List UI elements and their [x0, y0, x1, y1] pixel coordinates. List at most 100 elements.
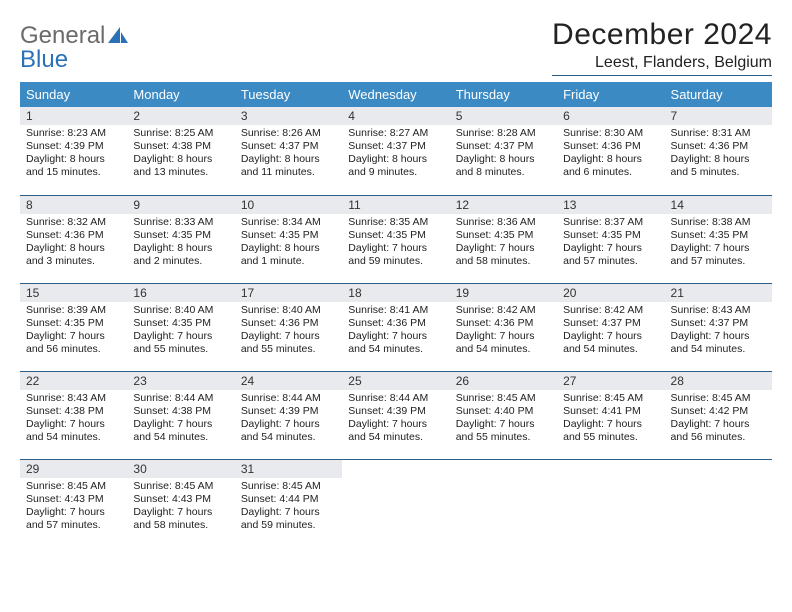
sunset-line: Sunset: 4:36 PM — [348, 317, 443, 330]
day-number: 29 — [20, 460, 127, 478]
calendar-day-cell: 1Sunrise: 8:23 AMSunset: 4:39 PMDaylight… — [20, 107, 127, 195]
day-body: Sunrise: 8:45 AMSunset: 4:42 PMDaylight:… — [665, 390, 772, 448]
day-body: Sunrise: 8:39 AMSunset: 4:35 PMDaylight:… — [20, 302, 127, 360]
daylight-line: Daylight: 8 hours and 1 minute. — [241, 242, 336, 268]
sunrise-line: Sunrise: 8:37 AM — [563, 216, 658, 229]
day-body: Sunrise: 8:45 AMSunset: 4:41 PMDaylight:… — [557, 390, 664, 448]
sunset-line: Sunset: 4:36 PM — [26, 229, 121, 242]
sunrise-line: Sunrise: 8:41 AM — [348, 304, 443, 317]
calendar-day-cell — [342, 459, 449, 547]
sunrise-line: Sunrise: 8:23 AM — [26, 127, 121, 140]
sunrise-line: Sunrise: 8:36 AM — [456, 216, 551, 229]
daylight-line: Daylight: 7 hours and 56 minutes. — [26, 330, 121, 356]
calendar-day-cell: 16Sunrise: 8:40 AMSunset: 4:35 PMDayligh… — [127, 283, 234, 371]
daylight-line: Daylight: 7 hours and 54 minutes. — [241, 418, 336, 444]
logo-word-2: Blue — [20, 46, 68, 73]
sunrise-line: Sunrise: 8:26 AM — [241, 127, 336, 140]
sunset-line: Sunset: 4:35 PM — [348, 229, 443, 242]
calendar-day-cell: 15Sunrise: 8:39 AMSunset: 4:35 PMDayligh… — [20, 283, 127, 371]
calendar-day-cell: 26Sunrise: 8:45 AMSunset: 4:40 PMDayligh… — [450, 371, 557, 459]
sunrise-line: Sunrise: 8:34 AM — [241, 216, 336, 229]
day-body: Sunrise: 8:25 AMSunset: 4:38 PMDaylight:… — [127, 125, 234, 183]
day-body: Sunrise: 8:38 AMSunset: 4:35 PMDaylight:… — [665, 214, 772, 272]
daylight-line: Daylight: 7 hours and 55 minutes. — [563, 418, 658, 444]
col-thursday: Thursday — [450, 82, 557, 107]
daylight-line: Daylight: 7 hours and 58 minutes. — [456, 242, 551, 268]
daylight-line: Daylight: 8 hours and 2 minutes. — [133, 242, 228, 268]
day-number: 26 — [450, 372, 557, 390]
sunrise-line: Sunrise: 8:40 AM — [133, 304, 228, 317]
day-number: 2 — [127, 107, 234, 125]
calendar-day-cell: 21Sunrise: 8:43 AMSunset: 4:37 PMDayligh… — [665, 283, 772, 371]
day-number: 9 — [127, 196, 234, 214]
sunset-line: Sunset: 4:35 PM — [26, 317, 121, 330]
day-number: 8 — [20, 196, 127, 214]
daylight-line: Daylight: 8 hours and 6 minutes. — [563, 153, 658, 179]
calendar-day-cell: 30Sunrise: 8:45 AMSunset: 4:43 PMDayligh… — [127, 459, 234, 547]
day-number: 23 — [127, 372, 234, 390]
day-number: 31 — [235, 460, 342, 478]
day-number: 25 — [342, 372, 449, 390]
sunset-line: Sunset: 4:40 PM — [456, 405, 551, 418]
daylight-line: Daylight: 7 hours and 54 minutes. — [563, 330, 658, 356]
sunset-line: Sunset: 4:35 PM — [133, 317, 228, 330]
calendar-day-cell: 24Sunrise: 8:44 AMSunset: 4:39 PMDayligh… — [235, 371, 342, 459]
calendar-day-cell: 13Sunrise: 8:37 AMSunset: 4:35 PMDayligh… — [557, 195, 664, 283]
topbar: General Blue December 2024 Leest, Flande… — [20, 18, 772, 76]
daylight-line: Daylight: 7 hours and 55 minutes. — [133, 330, 228, 356]
sunrise-line: Sunrise: 8:40 AM — [241, 304, 336, 317]
calendar-day-cell: 29Sunrise: 8:45 AMSunset: 4:43 PMDayligh… — [20, 459, 127, 547]
sunset-line: Sunset: 4:36 PM — [563, 140, 658, 153]
day-number: 4 — [342, 107, 449, 125]
logo-word-1: General — [20, 22, 105, 49]
daylight-line: Daylight: 7 hours and 59 minutes. — [241, 506, 336, 532]
day-number: 1 — [20, 107, 127, 125]
daylight-line: Daylight: 7 hours and 58 minutes. — [133, 506, 228, 532]
sunrise-line: Sunrise: 8:45 AM — [456, 392, 551, 405]
sunset-line: Sunset: 4:38 PM — [133, 140, 228, 153]
day-body: Sunrise: 8:43 AMSunset: 4:38 PMDaylight:… — [20, 390, 127, 448]
daylight-line: Daylight: 7 hours and 54 minutes. — [348, 418, 443, 444]
day-body: Sunrise: 8:44 AMSunset: 4:39 PMDaylight:… — [342, 390, 449, 448]
daylight-line: Daylight: 8 hours and 11 minutes. — [241, 153, 336, 179]
sunrise-line: Sunrise: 8:45 AM — [241, 480, 336, 493]
sunset-line: Sunset: 4:35 PM — [241, 229, 336, 242]
daylight-line: Daylight: 8 hours and 3 minutes. — [26, 242, 121, 268]
sunrise-line: Sunrise: 8:45 AM — [26, 480, 121, 493]
sunrise-line: Sunrise: 8:44 AM — [348, 392, 443, 405]
day-body: Sunrise: 8:23 AMSunset: 4:39 PMDaylight:… — [20, 125, 127, 183]
sunset-line: Sunset: 4:43 PM — [133, 493, 228, 506]
day-number: 17 — [235, 284, 342, 302]
sunrise-line: Sunrise: 8:43 AM — [26, 392, 121, 405]
col-wednesday: Wednesday — [342, 82, 449, 107]
calendar-day-cell: 14Sunrise: 8:38 AMSunset: 4:35 PMDayligh… — [665, 195, 772, 283]
day-body: Sunrise: 8:27 AMSunset: 4:37 PMDaylight:… — [342, 125, 449, 183]
sunset-line: Sunset: 4:37 PM — [456, 140, 551, 153]
sunset-line: Sunset: 4:39 PM — [26, 140, 121, 153]
calendar-day-cell: 23Sunrise: 8:44 AMSunset: 4:38 PMDayligh… — [127, 371, 234, 459]
sunset-line: Sunset: 4:39 PM — [241, 405, 336, 418]
col-friday: Friday — [557, 82, 664, 107]
daylight-line: Daylight: 7 hours and 57 minutes. — [26, 506, 121, 532]
daylight-line: Daylight: 7 hours and 57 minutes. — [563, 242, 658, 268]
daylight-line: Daylight: 8 hours and 8 minutes. — [456, 153, 551, 179]
daylight-line: Daylight: 7 hours and 54 minutes. — [456, 330, 551, 356]
day-body: Sunrise: 8:42 AMSunset: 4:37 PMDaylight:… — [557, 302, 664, 360]
day-body: Sunrise: 8:33 AMSunset: 4:35 PMDaylight:… — [127, 214, 234, 272]
calendar-day-cell: 7Sunrise: 8:31 AMSunset: 4:36 PMDaylight… — [665, 107, 772, 195]
calendar-day-cell: 2Sunrise: 8:25 AMSunset: 4:38 PMDaylight… — [127, 107, 234, 195]
page-title: December 2024 — [552, 18, 772, 52]
day-number: 6 — [557, 107, 664, 125]
day-body: Sunrise: 8:43 AMSunset: 4:37 PMDaylight:… — [665, 302, 772, 360]
day-body: Sunrise: 8:45 AMSunset: 4:40 PMDaylight:… — [450, 390, 557, 448]
calendar-day-cell: 4Sunrise: 8:27 AMSunset: 4:37 PMDaylight… — [342, 107, 449, 195]
daylight-line: Daylight: 7 hours and 54 minutes. — [348, 330, 443, 356]
day-body: Sunrise: 8:45 AMSunset: 4:44 PMDaylight:… — [235, 478, 342, 536]
day-number: 27 — [557, 372, 664, 390]
day-body: Sunrise: 8:41 AMSunset: 4:36 PMDaylight:… — [342, 302, 449, 360]
day-number: 13 — [557, 196, 664, 214]
calendar-day-cell: 5Sunrise: 8:28 AMSunset: 4:37 PMDaylight… — [450, 107, 557, 195]
sunrise-line: Sunrise: 8:28 AM — [456, 127, 551, 140]
day-body: Sunrise: 8:44 AMSunset: 4:38 PMDaylight:… — [127, 390, 234, 448]
sunset-line: Sunset: 4:35 PM — [133, 229, 228, 242]
